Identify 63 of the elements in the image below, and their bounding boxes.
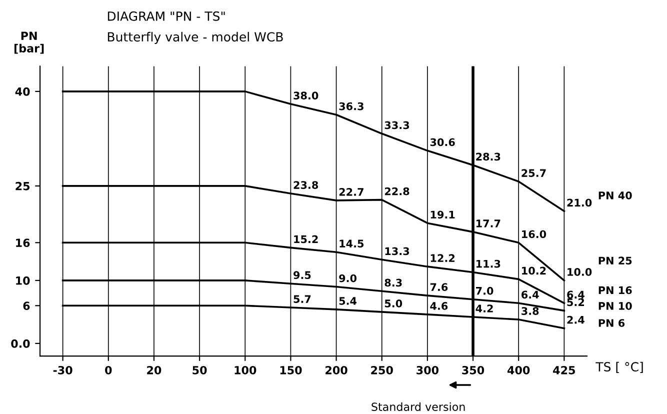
y-tick-label: 25 (16, 182, 30, 190)
data-label: 13.3 (385, 247, 410, 256)
chart-subtitle: Butterfly valve - model WCB (108, 32, 283, 44)
data-label: 10.2 (522, 266, 546, 275)
data-label: 21.0 (567, 198, 592, 207)
y-tick-label: 0.0 (11, 339, 30, 348)
text: PN 25 (598, 256, 632, 265)
data-label: 4.6 (430, 302, 448, 310)
data-label: 16.0 (522, 230, 546, 238)
data-label: 22.7 (339, 188, 364, 196)
data-label: 7.0 (476, 286, 494, 295)
data-label: 28.3 (476, 152, 500, 161)
data-label: 6.4 (522, 290, 539, 299)
data-label: 2.4 (567, 316, 584, 324)
x-tick-label: 400 (507, 366, 530, 374)
text: Standard version (372, 402, 465, 412)
y-tick-label: 16 (16, 238, 30, 248)
text: PN 40 (598, 191, 632, 200)
data-label: 36.3 (339, 102, 364, 110)
data-label: 33.3 (384, 121, 410, 130)
text: PN 6 (598, 319, 625, 327)
x-axis-title: TS [ °C] (596, 362, 643, 373)
x-tick-label: 350 (462, 366, 484, 374)
data-label: 7.6 (430, 283, 448, 292)
chart-title: DIAGRAM "PN - TS" (108, 11, 225, 21)
data-label: 14.5 (340, 240, 364, 248)
text: PN 10 (598, 302, 632, 310)
x-tick-label: 0 (105, 366, 112, 374)
data-label: 17.7 (476, 220, 500, 228)
data-label: 23.8 (294, 181, 318, 189)
y-tick-label: 6 (23, 302, 30, 310)
data-label: 3.8 (522, 307, 539, 315)
x-tick-label: 425 (553, 366, 575, 374)
x-tick-label: 250 (371, 366, 393, 374)
x-tick-label: 50 (192, 366, 207, 374)
x-tick-label: 300 (416, 366, 438, 374)
data-label: 12.2 (430, 254, 455, 262)
y-axis-title: PN [bar] (14, 32, 44, 54)
data-label: 30.6 (430, 138, 455, 146)
data-label: 9.5 (294, 271, 311, 280)
data-label: 15.2 (294, 235, 318, 244)
data-label: 10.0 (568, 268, 592, 276)
data-label: 9.0 (339, 274, 357, 282)
data-label: 5.7 (294, 295, 311, 303)
x-tick-label: 200 (326, 366, 348, 374)
y-tick-label: 10 (16, 276, 30, 285)
data-label: 5.0 (384, 300, 402, 308)
data-label: 5.4 (339, 297, 357, 305)
data-label: 6.4 (567, 290, 584, 299)
x-tick-label: 100 (234, 366, 256, 374)
data-label: 4.2 (476, 304, 493, 312)
data-label: 38.0 (294, 92, 318, 100)
x-tick-label: 150 (280, 366, 302, 374)
data-label: 25.7 (522, 169, 546, 177)
data-label: 5.2 (567, 298, 584, 306)
data-label: 22.8 (384, 187, 410, 196)
y-tick-label: 40 (15, 87, 30, 96)
data-label: 8.3 (384, 278, 402, 287)
x-tick-label: -30 (53, 366, 72, 374)
data-label: 11.3 (476, 260, 500, 268)
x-tick-label: 20 (147, 366, 162, 374)
text: PN 16 (598, 286, 632, 294)
data-label: 19.1 (430, 210, 455, 219)
